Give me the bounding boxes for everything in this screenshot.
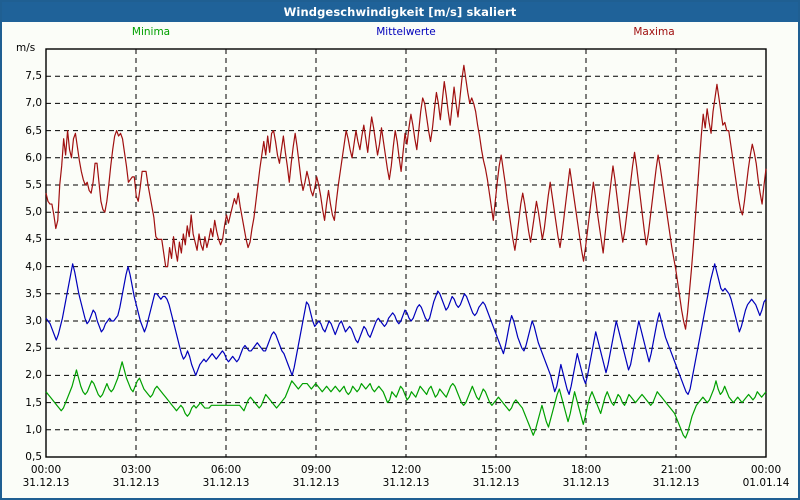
x-tick-time: 06:00 [210,464,242,476]
x-tick-time: 00:00 [30,464,62,476]
x-axis-tick-3: 09:00 31.12.13 [293,464,340,490]
x-tick-date: 31.12.13 [202,477,250,489]
plot-area-container: Minima Mittelwerte Maxima m/s 8,07,57,06… [2,22,798,498]
y-axis-tick-1-5: 1,5 [25,396,42,409]
x-tick-date: 31.12.13 [292,477,340,489]
y-axis-tick-6-0: 6,0 [25,151,42,164]
y-axis-tick-4-5: 4,5 [25,233,42,246]
y-axis-tick-7-0: 7,0 [25,97,42,110]
x-tick-time: 00:00 [750,464,782,476]
y-axis-tick-3-5: 3,5 [25,287,42,300]
window-title-bar: Windgeschwindigkeit [m/s] skaliert [2,2,798,22]
x-tick-time: 09:00 [300,464,332,476]
x-tick-date: 01.01.14 [742,477,790,489]
legend-item-mittelwerte: Mittelwerte [376,26,436,38]
x-tick-date: 31.12.13 [112,477,160,489]
legend-label-minima: Minima [131,26,171,38]
x-axis-tick-6: 18:00 31.12.13 [563,464,610,490]
x-tick-date: 31.12.13 [472,477,520,489]
series-line-mittelwerte [45,263,767,396]
y-axis-tick-5-5: 5,5 [25,179,42,191]
x-tick-time: 18:00 [570,464,602,476]
x-axis-tick-8: 00:00 01.01.14 [743,464,790,490]
x-tick-time: 03:00 [120,464,152,476]
y-axis-tick-5-0: 5,0 [25,206,42,219]
chart-canvas [45,48,767,458]
x-axis-tick-labels: 00:00 31.12.13 03:00 31.12.13 06:00 31.12.13 0… [2,22,798,498]
x-axis-tick-7: 21:00 31.12.13 [653,464,700,490]
x-axis-tick-5: 15:00 31.12.13 [473,464,520,490]
y-axis-tick-2-0: 2,0 [25,369,42,382]
y-axis-tick-labels: 8,07,57,06,56,05,55,04,54,03,53,02,52,01… [2,22,42,498]
y-axis-unit-label: m/s [16,42,36,54]
y-axis-tick-1-0: 1,0 [25,423,42,436]
series-line-minima [45,361,767,439]
y-axis-tick-4-0: 4,0 [25,260,42,273]
x-axis-tick-4: 12:00 31.12.13 [383,464,430,490]
x-tick-time: 21:00 [660,464,692,476]
legend-item-minima: Minima [132,26,170,38]
page-title: Windgeschwindigkeit [m/s] skaliert [283,5,517,19]
series-line-maxima [45,64,767,330]
x-tick-time: 15:00 [480,464,512,476]
x-axis-tick-0: 00:00 31.12.13 [23,464,70,490]
plot-frame [45,48,767,458]
x-tick-date: 31.12.13 [562,477,610,489]
x-tick-time: 12:00 [390,464,422,476]
y-axis-tick-3-0: 3,0 [25,315,42,327]
x-axis-tick-2: 06:00 31.12.13 [203,464,250,490]
y-axis-tick-2-5: 2,5 [25,342,42,355]
y-axis-tick-7-5: 7,5 [25,70,42,83]
x-tick-date: 31.12.13 [22,477,70,489]
y-axis-tick-0-5: 0,5 [25,451,42,463]
x-axis-tick-1: 03:00 31.12.13 [113,464,160,490]
legend-label-maxima: Maxima [633,26,675,38]
y-axis-tick-6-5: 6,5 [25,124,42,137]
legend-item-maxima: Maxima [633,26,674,38]
x-tick-date: 31.12.13 [382,477,430,489]
legend-label-mittelwerte: Mittelwerte [376,26,436,38]
x-tick-date: 31.12.13 [652,477,700,489]
